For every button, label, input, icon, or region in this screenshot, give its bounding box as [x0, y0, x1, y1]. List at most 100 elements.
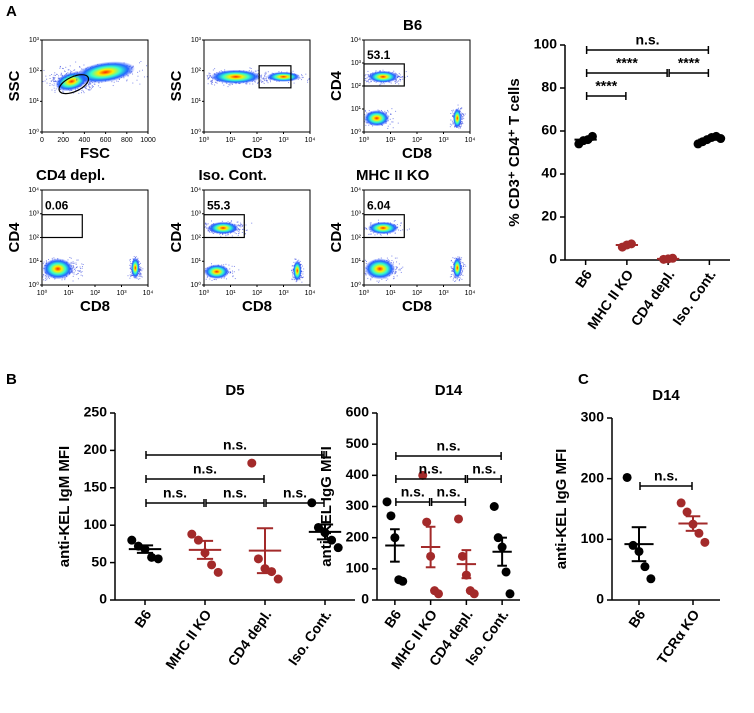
cell-dot [126, 80, 128, 82]
cell-dot [402, 75, 404, 77]
y-tick-label: 10⁰ [28, 281, 39, 289]
cell-dot [48, 278, 50, 280]
cell-dot [219, 233, 221, 235]
cell-dot [64, 277, 66, 279]
cell-dot [226, 234, 228, 236]
cell-dot [460, 259, 462, 261]
cell-dot [241, 223, 243, 225]
y-tick-label: 400 [346, 466, 370, 482]
cell-dot [223, 264, 225, 266]
density-core [76, 61, 136, 84]
cell-dot [130, 265, 132, 267]
cell-dot [205, 223, 207, 225]
y-tick-label: 10⁴ [28, 187, 39, 194]
plot-title: B6 [403, 17, 422, 34]
cell-dot [46, 82, 48, 84]
cell-dot [386, 257, 388, 259]
cell-dot [88, 89, 90, 91]
cell-dot [387, 111, 389, 113]
cell-dot [374, 234, 376, 236]
cell-dot [241, 225, 243, 227]
cell-dot [238, 230, 240, 232]
cell-dot [61, 279, 63, 281]
cell-dot [206, 224, 208, 226]
cell-dot [292, 272, 294, 274]
cell-dot [291, 270, 293, 272]
data-point [247, 458, 257, 468]
cell-dot [297, 78, 299, 80]
cell-dot [77, 278, 79, 280]
cell-dot [246, 229, 248, 231]
y-tick-label: 10² [29, 234, 40, 241]
cell-dot [379, 233, 381, 235]
cell-dot [459, 256, 461, 258]
cell-dot [459, 257, 461, 259]
cell-dot [265, 76, 267, 78]
cell-dot [302, 76, 304, 78]
cell-dot [74, 89, 76, 91]
cell-dot [207, 223, 209, 225]
cell-dot [395, 271, 397, 273]
cell-dot [51, 89, 53, 91]
cell-dot [291, 265, 293, 267]
cell-dot [263, 77, 265, 79]
cell-dot [67, 259, 69, 261]
cell-dot [228, 84, 230, 86]
cell-dot [265, 73, 267, 75]
cell-dot [463, 118, 465, 120]
cell-dot [209, 75, 211, 77]
cell-dot [400, 230, 402, 232]
cell-dot [236, 221, 238, 223]
y-tick-label: 0 [596, 591, 604, 607]
cell-dot [77, 88, 79, 90]
cell-dot [453, 277, 455, 279]
cell-dot [69, 256, 71, 258]
cell-dot [451, 266, 453, 268]
cell-dot [146, 76, 148, 78]
cell-dot [251, 222, 253, 224]
y-tick-label: 10² [351, 83, 362, 90]
cell-dot [451, 120, 453, 122]
cell-dot [213, 232, 215, 234]
cell-dot [73, 269, 75, 271]
cell-dot [75, 263, 77, 265]
cell-dot [368, 110, 370, 112]
cell-dot [64, 71, 66, 73]
cell-dot [49, 84, 51, 86]
cell-dot [396, 79, 398, 81]
cell-dot [368, 79, 370, 81]
cell-dot [51, 84, 53, 86]
density-core [367, 221, 399, 235]
plot-frame [41, 39, 149, 133]
cell-dot [392, 127, 394, 129]
cell-dot [461, 123, 463, 125]
cell-dot [90, 88, 92, 90]
flow-plot: 0 200 400 600 800 1000 10⁰ 10¹ 10² 10³ FSC SSC [6, 37, 156, 162]
cell-dot [384, 110, 386, 112]
cell-dot [140, 267, 142, 269]
cell-dot [453, 275, 455, 277]
cell-dot [71, 262, 73, 264]
cell-dot [293, 278, 295, 280]
cell-dot [405, 71, 407, 73]
cell-dot [364, 272, 366, 274]
x-tick-label: 10⁴ [465, 290, 476, 297]
cell-dot [230, 221, 232, 223]
cell-dot [452, 109, 454, 111]
cell-dot [387, 259, 389, 261]
flow-plot: 0.06 10⁰ 10¹ 10² 10³ 10⁴ 10⁰ 10¹ 10² 10³ 10⁴ CD8 CD4… [6, 167, 153, 315]
cell-dot [293, 82, 295, 84]
cell-dot [461, 112, 463, 114]
cell-dot [460, 274, 462, 276]
y-tick-label: 10² [191, 234, 202, 241]
data-point [153, 554, 163, 564]
cell-dot [49, 75, 51, 77]
cell-dot [70, 261, 72, 263]
cell-dot [380, 109, 382, 111]
cell-dot [59, 65, 61, 67]
cell-dot [143, 76, 145, 78]
cell-dot [138, 271, 140, 273]
cell-dot [460, 107, 462, 109]
cell-dot [139, 275, 141, 277]
cell-dot [402, 266, 404, 268]
